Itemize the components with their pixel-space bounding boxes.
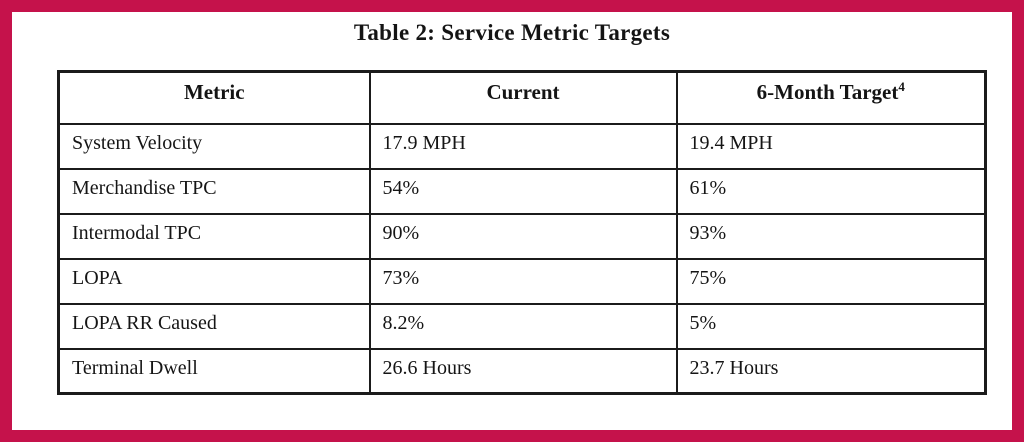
metric-name-cell: Terminal Dwell — [57, 347, 371, 395]
target-value-cell: 61% — [675, 167, 987, 215]
col-header-metric: Metric — [57, 70, 371, 125]
document-content: Table 2: Service Metric Targets Metric C… — [12, 12, 1012, 430]
metric-name-cell: Merchandise TPC — [57, 167, 371, 215]
table-caption: Table 2: Service Metric Targets — [353, 20, 671, 45]
footnote-marker: 4 — [898, 79, 905, 94]
metric-name-cell: LOPA — [57, 257, 371, 305]
table-row: Terminal Dwell 26.6 Hours 23.7 Hours — [57, 347, 987, 395]
target-value-cell: 93% — [675, 212, 987, 260]
service-metrics-table: Metric Current 6-Month Target4 System Ve… — [57, 70, 987, 395]
target-value-cell: 23.7 Hours — [675, 347, 987, 395]
table-row: Merchandise TPC 54% 61% — [57, 167, 987, 215]
metric-name-cell: System Velocity — [57, 122, 371, 170]
metric-name-cell: Intermodal TPC — [57, 212, 371, 260]
target-value-cell: 19.4 MPH — [675, 122, 987, 170]
current-value-cell: 54% — [368, 167, 678, 215]
table-row: Intermodal TPC 90% 93% — [57, 212, 987, 260]
col-header-current: Current — [368, 70, 678, 125]
table-row: LOPA RR Caused 8.2% 5% — [57, 302, 987, 350]
current-value-cell: 26.6 Hours — [368, 347, 678, 395]
col-header-target-label: 6-Month Target — [756, 80, 899, 104]
target-value-cell: 75% — [675, 257, 987, 305]
header-row: Metric Current 6-Month Target4 — [57, 70, 987, 125]
current-value-cell: 73% — [368, 257, 678, 305]
col-header-target: 6-Month Target4 — [675, 70, 987, 125]
table-row: LOPA 73% 75% — [57, 257, 987, 305]
current-value-cell: 90% — [368, 212, 678, 260]
metric-name-cell: LOPA RR Caused — [57, 302, 371, 350]
target-value-cell: 5% — [675, 302, 987, 350]
table-row: System Velocity 17.9 MPH 19.4 MPH — [57, 122, 987, 170]
current-value-cell: 8.2% — [368, 302, 678, 350]
current-value-cell: 17.9 MPH — [368, 122, 678, 170]
